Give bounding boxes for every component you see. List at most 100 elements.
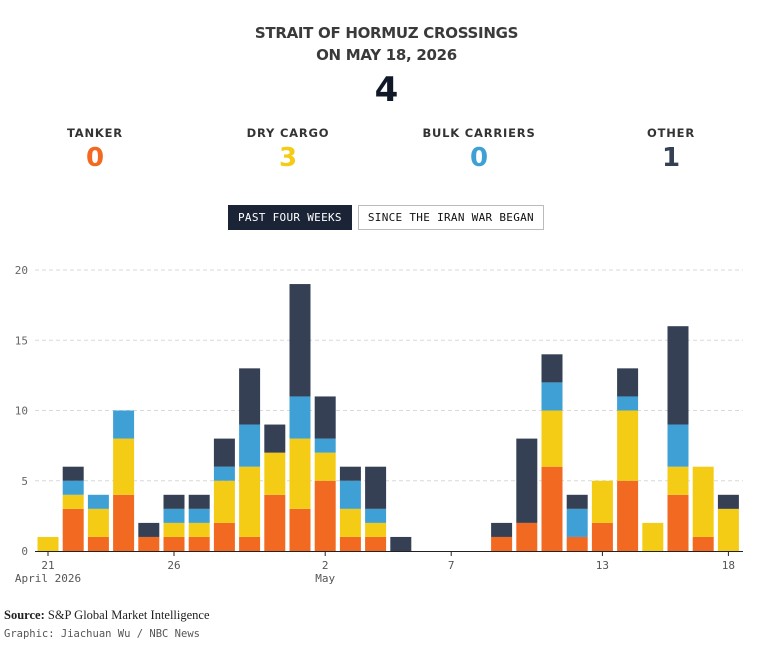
bar-segment-tanker [163, 536, 185, 551]
bar-segment-tanker [667, 494, 689, 551]
bar-segment-tanker [516, 522, 538, 551]
bar-segment-other [617, 368, 639, 397]
x-tick-sublabel: April 2026 [15, 572, 81, 585]
bar-segment-tanker [289, 508, 311, 551]
x-tick-label: 21 [41, 559, 54, 572]
category-other: OTHER 1 [586, 126, 756, 174]
bar-segment-other [516, 438, 538, 523]
bar-segment-tanker [617, 480, 639, 551]
chart-title-line2: ON MAY 18, 2026 [316, 46, 457, 64]
bar-segment-dry-cargo [314, 452, 336, 481]
category-tanker: TANKER 0 [10, 126, 180, 174]
y-tick-label: 10 [15, 405, 28, 418]
bar-segment-other [264, 424, 286, 453]
category-bulk-carriers: BULK CARRIERS 0 [394, 126, 564, 174]
bar-segment-tanker [138, 536, 160, 551]
bar-segment-dry-cargo [642, 522, 664, 551]
bar-segment-tanker [339, 536, 361, 551]
source-note: Source: S&P Global Market Intelligence [4, 608, 210, 623]
bar-segment-dry-cargo [264, 452, 286, 495]
bar-segment-tanker [213, 522, 235, 551]
bar-segment-tanker [314, 480, 336, 551]
bar-segment-other [667, 326, 689, 425]
x-tick-label: 26 [167, 559, 180, 572]
category-value: 1 [661, 143, 681, 173]
category-label: BULK CARRIERS [422, 126, 536, 140]
bar-segment-tanker [692, 536, 714, 551]
bar-segment-tanker [113, 494, 135, 551]
bar-segment-bulk-carriers [239, 424, 261, 467]
x-tick-label: 7 [448, 559, 455, 572]
category-label: TANKER [67, 126, 123, 140]
bar-segment-other [390, 536, 412, 551]
bar-segment-other [213, 438, 235, 467]
bar-segment-other [541, 354, 563, 383]
source-label: Source: [4, 608, 45, 622]
bar-segment-tanker [591, 522, 613, 551]
chart-header: STRAIT OF HORMUZ CROSSINGS ON MAY 18, 20… [0, 22, 773, 110]
bar-segment-dry-cargo [717, 508, 739, 551]
bar-segment-dry-cargo [289, 438, 311, 509]
bar-segment-dry-cargo [37, 536, 59, 551]
x-tick-label: 18 [722, 559, 735, 572]
category-label: OTHER [647, 126, 695, 140]
bar-segment-other [314, 396, 336, 439]
bar-segment-tanker [541, 466, 563, 551]
bar-segment-dry-cargo [365, 522, 387, 537]
since-iran-war-button[interactable]: SINCE THE IRAN WAR BEGAN [357, 205, 544, 230]
bar-segment-dry-cargo [163, 522, 185, 537]
bar-segment-other [138, 522, 160, 537]
bar-segment-dry-cargo [339, 508, 361, 537]
category-label: DRY CARGO [246, 126, 330, 140]
bar-segment-tanker [264, 494, 286, 551]
bar-segment-bulk-carriers [566, 508, 588, 537]
y-tick-label: 20 [15, 264, 28, 277]
bar-segment-dry-cargo [188, 522, 210, 537]
y-tick-label: 0 [21, 545, 28, 558]
graphic-credit: Graphic: Jiachuan Wu / NBC News [4, 628, 200, 640]
category-value: 3 [278, 143, 298, 173]
bar-segment-dry-cargo [541, 410, 563, 467]
bar-segment-tanker [62, 508, 84, 551]
bar-segment-other [163, 494, 185, 509]
bar-segment-tanker [239, 536, 261, 551]
bar-segment-tanker [566, 536, 588, 551]
chart-title-line1: STRAIT OF HORMUZ CROSSINGS [254, 24, 519, 42]
bar-segment-other [491, 522, 513, 537]
bar-segment-other [717, 494, 739, 509]
bar-segment-other [566, 494, 588, 509]
bar-segment-bulk-carriers [87, 494, 109, 509]
x-tick-label: 13 [596, 559, 609, 572]
bar-segment-bulk-carriers [289, 396, 311, 439]
bar-segment-other [289, 284, 311, 397]
bar-segment-bulk-carriers [314, 438, 336, 453]
category-value: 0 [85, 143, 105, 173]
bar-segment-dry-cargo [62, 494, 84, 509]
bar-segment-other [62, 466, 84, 481]
past-four-weeks-button[interactable]: PAST FOUR WEEKS [228, 205, 352, 230]
bar-segment-other [365, 466, 387, 509]
bar-segment-dry-cargo [239, 466, 261, 537]
x-tick-sublabel: May [315, 572, 335, 585]
bar-segment-bulk-carriers [339, 480, 361, 509]
bar-segment-bulk-carriers [62, 480, 84, 495]
bar-segment-dry-cargo [617, 410, 639, 481]
bar-segment-tanker [87, 536, 109, 551]
source-text: S&P Global Market Intelligence [47, 608, 210, 622]
bar-segment-dry-cargo [667, 466, 689, 495]
bar-segment-bulk-carriers [667, 424, 689, 467]
bar-segment-tanker [365, 536, 387, 551]
bar-segment-bulk-carriers [365, 508, 387, 523]
bar-segment-dry-cargo [87, 508, 109, 537]
bar-segment-bulk-carriers [113, 410, 135, 439]
bar-segment-bulk-carriers [188, 508, 210, 523]
bar-segment-dry-cargo [692, 466, 714, 537]
category-dry-cargo: DRY CARGO 3 [203, 126, 373, 174]
bar-segment-bulk-carriers [213, 466, 235, 481]
y-tick-label: 5 [21, 475, 28, 488]
bar-segment-dry-cargo [113, 438, 135, 495]
bar-segment-bulk-carriers [163, 508, 185, 523]
bar-segment-other [188, 494, 210, 509]
bar-segment-dry-cargo [591, 480, 613, 523]
